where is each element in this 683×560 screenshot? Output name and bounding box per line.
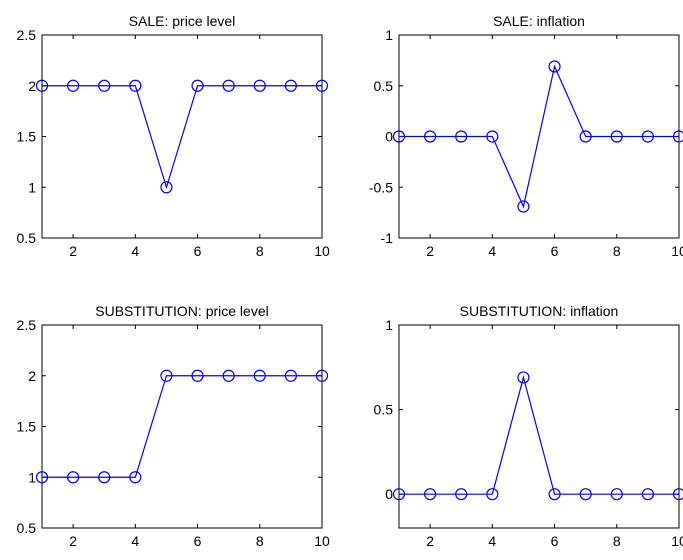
x-tick-label: 2 [69,243,77,259]
y-tick-label: 1 [28,179,36,195]
x-tick-label: 10 [671,533,683,549]
x-tick-label: 6 [551,243,559,259]
y-tick-label: 0.5 [17,520,37,536]
x-tick-label: 8 [256,533,264,549]
y-tick-label: -1 [381,230,394,246]
y-tick-label: 2 [28,78,36,94]
chart-title: SALE: price level [129,13,236,29]
y-tick-label: 2.5 [17,317,37,333]
x-tick-label: 6 [551,533,559,549]
x-tick-label: 2 [69,533,77,549]
y-tick-label: 0 [385,129,393,145]
y-tick-label: 1 [385,27,393,43]
y-tick-label: 2.5 [17,27,37,43]
y-tick-label: 1 [385,317,393,333]
x-tick-label: 10 [314,533,330,549]
plot-area [399,325,679,528]
plot-area [42,325,322,528]
y-tick-label: 2 [28,368,36,384]
chart-title: SUBSTITUTION: price level [95,303,268,319]
x-tick-label: 8 [613,243,621,259]
chart-3: SUBSTITUTION: price level 2 4 6 8 10 0.5 1 1.5 2 2… [17,303,330,549]
x-tick-label: 10 [671,243,683,259]
y-tick-label: 1.5 [17,129,37,145]
chart-title: SALE: inflation [493,13,585,29]
x-tick-label: 10 [314,243,330,259]
chart-4: SUBSTITUTION: inflation 2 4 6 8 10 0 0.5 1 [374,303,683,549]
chart-title: SUBSTITUTION: inflation [460,303,619,319]
y-tick-label: 1 [28,469,36,485]
y-tick-label: 0 [385,486,393,502]
x-tick-label: 8 [256,243,264,259]
y-tick-label: -0.5 [369,179,393,195]
x-tick-label: 6 [194,533,202,549]
y-tick-label: 0.5 [374,402,394,418]
x-tick-label: 4 [488,243,496,259]
y-tick-label: 0.5 [374,78,394,94]
x-tick-label: 6 [194,243,202,259]
x-tick-label: 8 [613,533,621,549]
chart-1: SALE: price level 2 4 6 8 10 0.5 1 1.5 2 2.5 [17,13,330,259]
x-tick-label: 4 [131,243,139,259]
x-tick-label: 2 [426,533,434,549]
x-tick-label: 4 [131,533,139,549]
y-tick-label: 1.5 [17,419,37,435]
x-tick-label: 4 [488,533,496,549]
y-tick-label: 0.5 [17,230,37,246]
chart-2: SALE: inflation 2 4 6 8 10 -1 -0.5 0 0.5 1 [369,13,683,259]
x-tick-label: 2 [426,243,434,259]
